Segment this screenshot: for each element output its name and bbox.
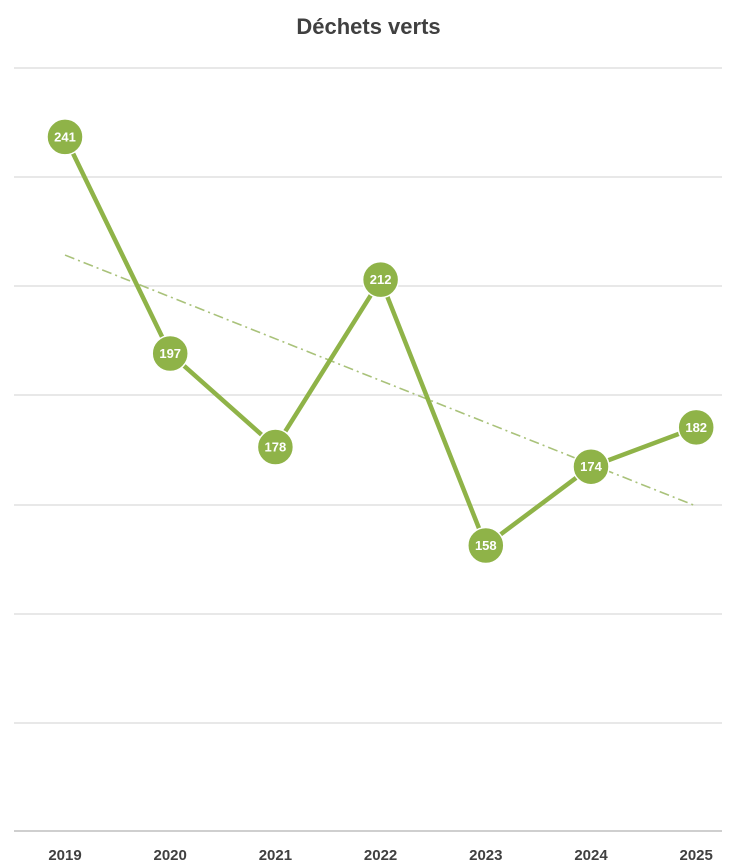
data-label-2020: 197 xyxy=(159,346,181,361)
data-label-2021: 178 xyxy=(265,440,287,455)
data-label-2024: 174 xyxy=(580,459,602,474)
data-point-2019 xyxy=(46,118,84,156)
chart-title: Déchets verts xyxy=(296,14,441,39)
x-tick-label-2025: 2025 xyxy=(680,847,713,864)
data-label-2022: 212 xyxy=(370,272,392,287)
data-points: 241 197 178 212 158 174 182 xyxy=(46,118,715,565)
data-label-2023: 158 xyxy=(475,538,497,553)
x-tick-label-2019: 2019 xyxy=(48,847,81,864)
data-label-2019: 241 xyxy=(54,129,76,144)
data-point-2022 xyxy=(361,260,400,299)
data-point-2024 xyxy=(572,447,610,486)
x-tick-label-2023: 2023 xyxy=(469,847,502,864)
data-point-2021 xyxy=(256,428,295,466)
data-point-2025 xyxy=(677,408,715,447)
x-tick-label-2020: 2020 xyxy=(154,847,187,864)
x-tick-label-2022: 2022 xyxy=(364,847,397,864)
data-point-2020 xyxy=(151,334,189,373)
x-tick-label-2024: 2024 xyxy=(574,847,608,864)
x-tick-labels: 2019 2020 2021 2022 2023 2024 2025 xyxy=(48,847,713,864)
data-point-2023 xyxy=(467,526,505,565)
gridlines xyxy=(14,67,722,724)
data-label-2025: 182 xyxy=(685,420,707,435)
x-tick-label-2021: 2021 xyxy=(259,847,292,864)
